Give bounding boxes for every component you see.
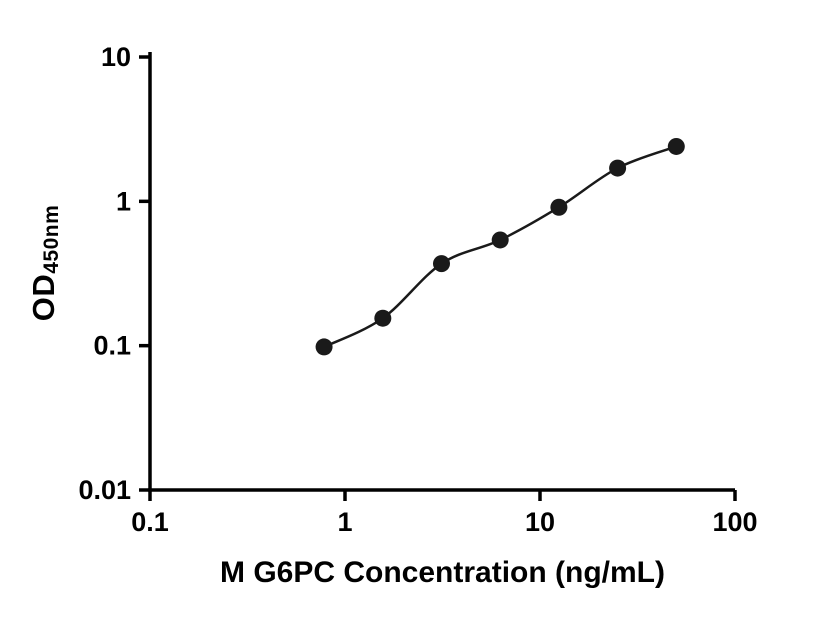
x-axis-label: M G6PC Concentration (ng/mL) <box>220 556 665 589</box>
y-axis-tick-label: 10 <box>101 42 131 72</box>
data-point <box>315 338 333 356</box>
data-point <box>550 198 568 216</box>
y-axis-label-main: OD <box>26 273 61 322</box>
data-point <box>491 231 509 249</box>
data-point <box>609 159 627 177</box>
y-axis-tick-label: 1 <box>116 186 131 216</box>
x-axis-tick-label: 0.1 <box>131 507 169 537</box>
data-point <box>432 255 450 273</box>
y-axis-label-subscript: 450nm <box>40 204 63 274</box>
x-axis-tick-label: 100 <box>712 507 757 537</box>
data-point <box>667 137 685 155</box>
y-axis-tick-label: 0.01 <box>78 475 131 505</box>
y-axis-label: OD450nm <box>26 168 63 358</box>
x-axis-tick-label: 1 <box>337 507 352 537</box>
data-point <box>374 309 392 327</box>
y-axis-tick-label: 0.1 <box>93 331 131 361</box>
x-axis-tick-label: 10 <box>525 507 555 537</box>
